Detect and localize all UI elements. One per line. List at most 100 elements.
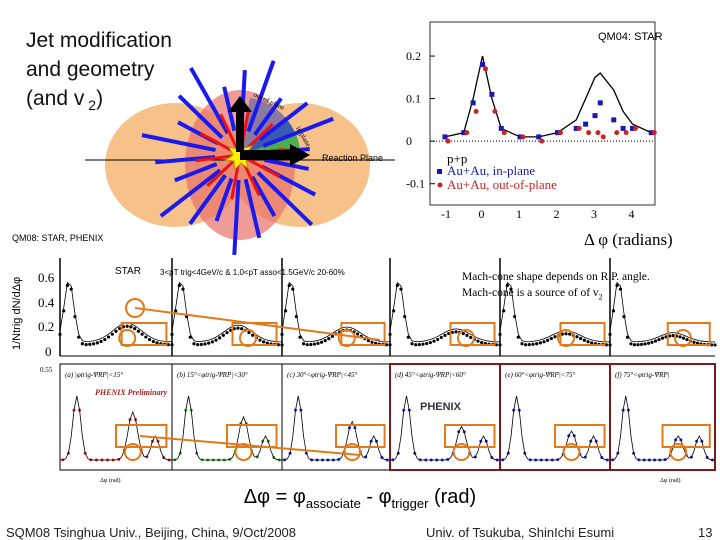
- star-point: [236, 326, 240, 330]
- reaction-plane-label: Reaction Plane: [322, 153, 383, 163]
- star-point: [196, 343, 200, 347]
- blue-arrow: [188, 174, 227, 225]
- out-of-plane-point: [464, 130, 470, 136]
- blue-arrow: [232, 179, 241, 255]
- jet-geometry-diagram: Reaction Plane out of plane in plane: [85, 60, 395, 255]
- in-plane-point: [592, 113, 598, 119]
- star-point: [170, 332, 174, 337]
- star-point: [110, 332, 114, 336]
- footer-conference: SQM08 Tsinghua Univ., Beijing, China, 9/…: [6, 525, 297, 540]
- star-point: [608, 332, 612, 337]
- star-point: [604, 343, 608, 347]
- star-point: [410, 342, 414, 346]
- highlight-circle: [239, 329, 257, 347]
- star-point: [643, 342, 647, 346]
- phenix-curve: [171, 395, 283, 461]
- star-point: [579, 336, 583, 341]
- out-of-plane-point: [623, 130, 629, 136]
- star-point: [316, 341, 320, 345]
- star-point: [356, 332, 360, 336]
- star-cut: 3<pT trig<4GeV/c & 1.0<pT asso<1.5GeV/c …: [160, 268, 345, 277]
- out-of-plane-point: [483, 66, 488, 72]
- blue-arrow: [222, 86, 237, 132]
- star-point: [166, 343, 170, 347]
- out-of-plane-point: [520, 134, 526, 140]
- star-point: [671, 334, 675, 338]
- out-of-plane-point: [651, 130, 657, 136]
- star-point: [133, 327, 137, 331]
- star-point: [660, 336, 665, 340]
- star-point: [549, 336, 553, 341]
- phenix-row: (a) |φtrig-ΨRP|<15° (b) 15°<φtrig-ΨRP|<30…: [40, 363, 716, 484]
- star-point: [447, 331, 451, 336]
- panel-label: (a) |φtrig-ΨRP|<15°: [65, 371, 123, 379]
- star-point: [646, 341, 651, 345]
- star-point: [136, 329, 140, 333]
- star-point: [685, 337, 689, 342]
- star-point: [258, 338, 262, 342]
- star-point: [129, 325, 133, 329]
- svg-text:0.6: 0.6: [38, 270, 55, 285]
- highlight-box: [226, 424, 278, 448]
- in-plane-point: [611, 117, 617, 123]
- star-point: [476, 339, 480, 343]
- star-point: [421, 342, 425, 346]
- in-plane-point: [597, 100, 603, 106]
- slide-title: Jet modification and geometry (and v 2): [26, 29, 172, 114]
- highlight-box: [340, 322, 386, 346]
- star-point: [498, 332, 502, 337]
- page-number: 13: [698, 525, 713, 540]
- star-point: [330, 334, 334, 338]
- star-point: [218, 336, 222, 340]
- in-plane-point: [648, 130, 654, 136]
- star-point: [247, 331, 251, 335]
- star-point: [439, 335, 443, 340]
- highlight-circle: [562, 443, 581, 461]
- out-of-plane-point: [633, 125, 638, 131]
- star-point: [553, 335, 557, 339]
- star-point: [210, 340, 214, 344]
- star-point: [99, 339, 103, 344]
- star-point: [114, 329, 118, 333]
- star-point: [414, 343, 418, 347]
- in-plane-point: [461, 130, 467, 136]
- star-point: [199, 342, 203, 347]
- star-point: [327, 337, 331, 341]
- out-of-plane-point: [586, 130, 592, 136]
- highlight-circle: [123, 443, 142, 461]
- star-point: [564, 332, 568, 336]
- out-of-plane-point: [558, 130, 563, 136]
- x-tick-label: -1: [441, 207, 451, 221]
- mach-cone-highlights: [115, 298, 711, 461]
- star-point: [388, 332, 392, 337]
- trend-line: [134, 307, 381, 341]
- star-label: STAR: [115, 266, 141, 277]
- blue-arrow: [258, 101, 309, 142]
- phenix-curve: [281, 395, 391, 461]
- star-point: [531, 342, 535, 346]
- out-of-plane-point: [473, 108, 479, 114]
- out-of-plane-point: [445, 138, 451, 144]
- star-point: [436, 337, 440, 342]
- svg-text:PHENIX: PHENIX: [420, 401, 462, 413]
- blue-arrow: [246, 60, 276, 133]
- star-point: [494, 343, 498, 347]
- x-tick-label: 0: [479, 207, 485, 221]
- star-point: [84, 343, 88, 347]
- star-point: [568, 332, 572, 336]
- phenix-panel: [171, 363, 283, 471]
- star-point: [461, 331, 465, 336]
- star-point: [480, 340, 484, 345]
- blue-arrow: [250, 175, 277, 217]
- in-plane-point: [489, 91, 495, 97]
- in-plane-point: [583, 121, 589, 127]
- blue-arrow: [264, 158, 310, 171]
- star-point: [251, 333, 255, 337]
- panel-label: (d) 45°<φtrig-ΨRP|<60°: [395, 371, 466, 379]
- phenix-curve: [609, 395, 716, 461]
- out-of-plane-point: [492, 108, 498, 114]
- highlight-box: [115, 424, 168, 448]
- star-point: [106, 335, 111, 339]
- blue-arrow: [262, 116, 334, 148]
- in-plane-point: [498, 125, 504, 131]
